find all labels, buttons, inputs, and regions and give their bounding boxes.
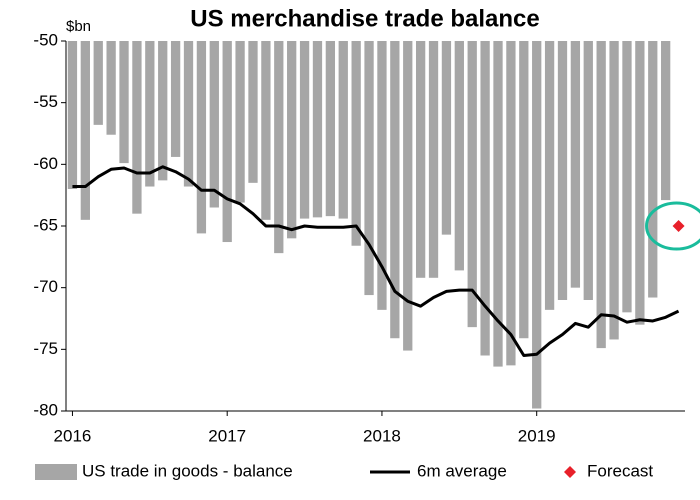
bar xyxy=(132,41,142,214)
y-tick-label: -50 xyxy=(33,30,58,49)
bar xyxy=(557,41,568,300)
bar xyxy=(622,41,632,313)
bar xyxy=(106,41,116,135)
bar xyxy=(158,41,168,181)
x-tick-label: 2017 xyxy=(208,426,246,445)
bar xyxy=(209,41,219,208)
bar xyxy=(596,41,606,349)
legend-label: US trade in goods - balance xyxy=(82,461,293,480)
legend-label: Forecast xyxy=(587,461,653,480)
bar xyxy=(454,41,464,271)
bar xyxy=(609,41,619,340)
legend-swatch xyxy=(35,464,77,480)
bar xyxy=(325,41,336,217)
highlight-circle xyxy=(645,201,700,251)
bar xyxy=(119,41,129,164)
bar xyxy=(661,41,671,201)
bar xyxy=(544,41,555,310)
bar xyxy=(145,41,155,187)
bar xyxy=(428,41,439,278)
bar xyxy=(183,41,194,187)
y-tick-label: -75 xyxy=(33,339,58,358)
bar xyxy=(299,41,310,219)
bar xyxy=(519,41,529,339)
bar xyxy=(274,41,284,254)
bar xyxy=(467,41,477,328)
bar xyxy=(648,41,658,298)
bar xyxy=(480,41,490,356)
y-tick-label: -60 xyxy=(33,154,58,173)
bar xyxy=(222,41,232,243)
bar xyxy=(377,41,387,310)
forecast-point xyxy=(672,220,685,232)
y-tick-label: -70 xyxy=(33,277,58,296)
bar xyxy=(441,41,452,235)
bar xyxy=(506,41,516,366)
legend-label: 6m average xyxy=(417,461,507,480)
y-axis-label: $bn xyxy=(66,18,91,35)
bar xyxy=(493,41,503,367)
bar xyxy=(312,41,323,218)
bar xyxy=(248,41,258,183)
bar xyxy=(261,41,271,220)
bar xyxy=(364,41,374,296)
x-tick-label: 2016 xyxy=(54,426,92,445)
bar xyxy=(80,41,90,220)
bar xyxy=(170,41,181,157)
bar xyxy=(196,41,207,234)
x-tick-label: 2018 xyxy=(363,426,401,445)
line xyxy=(72,165,680,357)
bar xyxy=(351,41,361,246)
chart-title: US merchandise trade balance xyxy=(190,5,539,32)
y-tick-label: -80 xyxy=(33,400,58,419)
legend-swatch xyxy=(564,466,576,478)
bar xyxy=(390,41,400,339)
bar xyxy=(532,41,542,409)
bar xyxy=(583,41,593,300)
bar xyxy=(93,41,103,125)
y-tick-label: -65 xyxy=(33,215,58,234)
bar xyxy=(338,41,348,219)
bar xyxy=(235,41,245,203)
bar xyxy=(403,41,413,351)
bar xyxy=(635,41,645,325)
bar xyxy=(570,41,581,288)
bar xyxy=(67,41,78,189)
bar xyxy=(287,41,297,239)
x-tick-label: 2019 xyxy=(518,426,556,445)
y-tick-label: -55 xyxy=(33,92,58,111)
bar xyxy=(415,41,426,278)
